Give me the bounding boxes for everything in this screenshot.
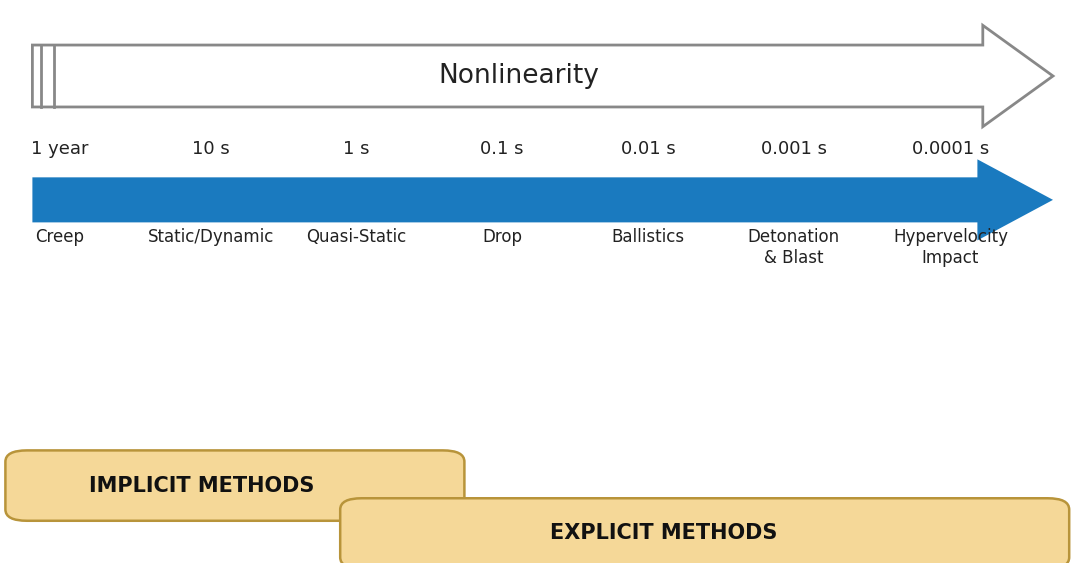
Text: 0.0001 s: 0.0001 s bbox=[912, 140, 989, 158]
Text: Quasi-Static: Quasi-Static bbox=[307, 228, 406, 246]
Text: 0.001 s: 0.001 s bbox=[760, 140, 827, 158]
FancyBboxPatch shape bbox=[5, 450, 464, 521]
Polygon shape bbox=[32, 25, 1053, 127]
Text: EXPLICIT METHODS: EXPLICIT METHODS bbox=[550, 524, 778, 543]
Text: 1 s: 1 s bbox=[343, 140, 369, 158]
Text: Drop: Drop bbox=[482, 228, 523, 246]
Polygon shape bbox=[32, 159, 1053, 240]
Text: Ballistics: Ballistics bbox=[611, 228, 685, 246]
Text: Static/Dynamic: Static/Dynamic bbox=[147, 228, 274, 246]
Text: Nonlinearity: Nonlinearity bbox=[438, 63, 598, 89]
Text: 0.1 s: 0.1 s bbox=[481, 140, 524, 158]
Text: Creep: Creep bbox=[35, 228, 84, 246]
Text: 0.01 s: 0.01 s bbox=[621, 140, 675, 158]
Text: Detonation
& Blast: Detonation & Blast bbox=[747, 228, 840, 267]
Text: 1 year: 1 year bbox=[30, 140, 89, 158]
Text: 10 s: 10 s bbox=[192, 140, 229, 158]
Text: IMPLICIT METHODS: IMPLICIT METHODS bbox=[89, 476, 314, 495]
FancyBboxPatch shape bbox=[340, 498, 1069, 563]
Text: Hypervelocity
Impact: Hypervelocity Impact bbox=[893, 228, 1008, 267]
